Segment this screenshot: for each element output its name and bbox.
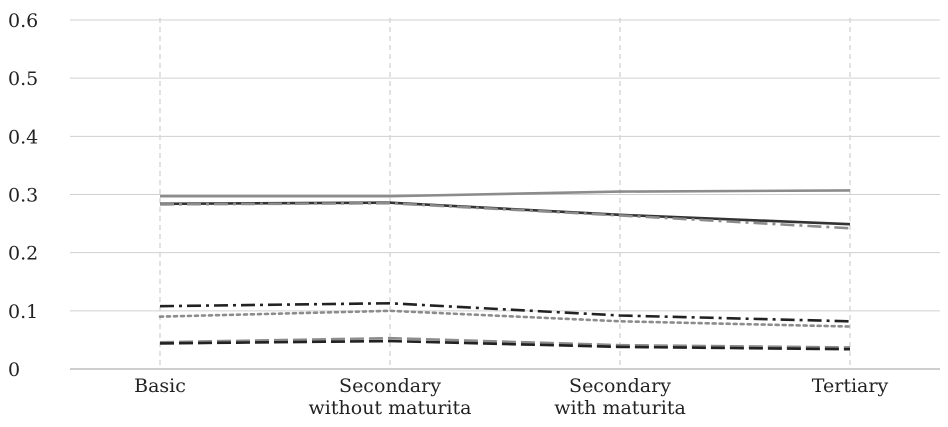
series-line-6 — [159, 336, 851, 349]
y-tick-label: 0 — [8, 359, 20, 381]
series-line-5 — [158, 309, 852, 328]
x-tick-label-line: Secondary — [339, 375, 441, 397]
y-axis-ticks: 0 0.1 0.2 0.3 0.4 0.5 0.6 — [8, 10, 38, 381]
y-tick-label: 0.5 — [8, 68, 38, 90]
x-tick-label: Secondary with maturita — [554, 375, 686, 419]
y-tick-label: 0.2 — [8, 243, 38, 265]
x-tick-label-line: with maturita — [554, 397, 686, 419]
series-line-3 — [159, 201, 851, 230]
series-line-1 — [160, 189, 851, 198]
x-tick-label-line: Basic — [134, 375, 186, 397]
y-tick-label: 0.3 — [8, 185, 38, 207]
series-line-7 — [159, 339, 851, 351]
x-tick-label-line: Tertiary — [812, 375, 889, 397]
x-tick-label-line: Secondary — [569, 375, 671, 397]
y-tick-label: 0.4 — [8, 126, 38, 148]
x-tick-label: Basic — [134, 375, 186, 397]
x-tick-label-line: without maturita — [309, 397, 472, 419]
x-tick-label: Secondary without maturita — [309, 375, 472, 419]
y-tick-label: 0.1 — [8, 301, 38, 323]
grid — [70, 18, 940, 370]
series-line-2 — [159, 201, 851, 226]
x-tick-label: Tertiary — [812, 375, 889, 397]
series-lines — [158, 189, 852, 351]
series-line-4 — [159, 301, 851, 323]
y-tick-label: 0.6 — [8, 10, 38, 32]
